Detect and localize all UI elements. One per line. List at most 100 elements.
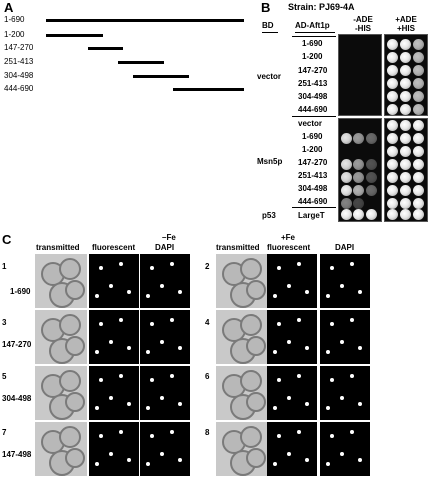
colony-spot xyxy=(387,172,398,183)
nucleus-spot xyxy=(297,318,301,322)
ad-row-label: vector xyxy=(298,119,323,128)
colony-spot xyxy=(366,172,377,183)
row-number: 6 xyxy=(205,372,210,381)
nucleus-spot xyxy=(160,396,164,400)
colony-spot xyxy=(413,120,424,131)
colony-spot xyxy=(400,198,411,209)
nucleus-spot xyxy=(170,430,174,434)
yeast-cell xyxy=(59,258,81,280)
transmitted-image xyxy=(35,422,87,476)
transmitted-image xyxy=(35,366,87,420)
nucleus-spot xyxy=(150,378,154,382)
dapi-image xyxy=(140,254,190,308)
nucleus-spot xyxy=(146,294,150,298)
nucleus-spot xyxy=(326,406,330,410)
nucleus-spot xyxy=(95,406,99,410)
col-header-minus-ade: -ADE xyxy=(353,15,373,24)
dapi-image xyxy=(140,310,190,364)
nucleus-spot xyxy=(99,378,103,382)
row-number: 4 xyxy=(205,318,210,327)
row-number: 7 xyxy=(2,428,7,437)
yeast-cell xyxy=(240,314,262,336)
colony-spot xyxy=(400,104,411,115)
colony-spot xyxy=(341,133,352,144)
group-divider xyxy=(292,207,336,208)
nucleus-spot xyxy=(277,434,281,438)
colony-spot xyxy=(353,209,364,220)
ad-row-label: LargeT xyxy=(298,211,325,220)
bd-group-msn5p: Msn5p xyxy=(257,157,283,166)
row-label: 147-270 xyxy=(2,340,32,349)
dapi-image xyxy=(320,310,370,364)
colony-spot xyxy=(366,159,377,170)
ad-row-label: 1-200 xyxy=(302,52,323,61)
col-dapi-left: DAPI xyxy=(155,243,175,252)
col-dapi-right: DAPI xyxy=(335,243,355,252)
colony-spot xyxy=(366,133,377,144)
nucleus-spot xyxy=(127,290,131,294)
fluorescent-image xyxy=(89,366,139,420)
nucleus-spot xyxy=(146,350,150,354)
nucleus-spot xyxy=(350,262,354,266)
nucleus-spot xyxy=(287,452,291,456)
colony-spot xyxy=(341,172,352,183)
colony-spot xyxy=(413,209,424,220)
nucleus-spot xyxy=(330,322,334,326)
nucleus-spot xyxy=(160,452,164,456)
fluorescent-image xyxy=(89,254,139,308)
plate-minus-vector xyxy=(338,34,382,116)
yeast-cell xyxy=(65,448,85,468)
col-transmitted-left: transmitted xyxy=(36,243,80,252)
row-label: 1-690 xyxy=(10,287,31,296)
nucleus-spot xyxy=(287,396,291,400)
bd-group-p53: p53 xyxy=(262,211,276,220)
ad-row-label: 251-413 xyxy=(298,79,328,88)
construct-bar xyxy=(133,75,189,78)
colony-spot xyxy=(413,146,424,157)
nucleus-spot xyxy=(326,294,330,298)
ad-row-label: 304-498 xyxy=(298,184,328,193)
nucleus-spot xyxy=(326,462,330,466)
colony-spot xyxy=(387,185,398,196)
nucleus-spot xyxy=(358,290,362,294)
nucleus-spot xyxy=(358,402,362,406)
fluorescent-image xyxy=(267,366,317,420)
yeast-cell xyxy=(65,280,85,300)
nucleus-spot xyxy=(326,350,330,354)
nucleus-spot xyxy=(109,340,113,344)
row-label: 304-498 xyxy=(2,394,32,403)
construct-label: 444-690 xyxy=(4,84,34,93)
nucleus-spot xyxy=(277,378,281,382)
nucleus-spot xyxy=(95,294,99,298)
construct-label: 1-200 xyxy=(4,30,25,39)
construct-label: 304-498 xyxy=(4,71,34,80)
colony-spot xyxy=(413,39,424,50)
colony-spot xyxy=(413,65,424,76)
nucleus-spot xyxy=(273,350,277,354)
nucleus-spot xyxy=(150,322,154,326)
colony-spot xyxy=(400,91,411,102)
colony-spot xyxy=(353,185,364,196)
nucleus-spot xyxy=(330,266,334,270)
panel-a-letter: A xyxy=(4,0,14,15)
colony-spot xyxy=(387,65,398,76)
nucleus-spot xyxy=(305,458,309,462)
nucleus-spot xyxy=(109,284,113,288)
nucleus-spot xyxy=(99,266,103,270)
yeast-cell xyxy=(59,314,81,336)
nucleus-spot xyxy=(160,340,164,344)
nucleus-spot xyxy=(340,284,344,288)
colony-spot xyxy=(413,159,424,170)
ad-row-label: 147-270 xyxy=(298,158,328,167)
colony-spot xyxy=(400,65,411,76)
nucleus-spot xyxy=(340,396,344,400)
nucleus-spot xyxy=(340,340,344,344)
construct-bar xyxy=(117,61,165,64)
construct-bar xyxy=(46,19,244,22)
colony-spot xyxy=(387,146,398,157)
colony-spot xyxy=(387,104,398,115)
colony-spot xyxy=(400,52,411,63)
nucleus-spot xyxy=(178,402,182,406)
nucleus-spot xyxy=(273,294,277,298)
colony-spot xyxy=(366,209,377,220)
